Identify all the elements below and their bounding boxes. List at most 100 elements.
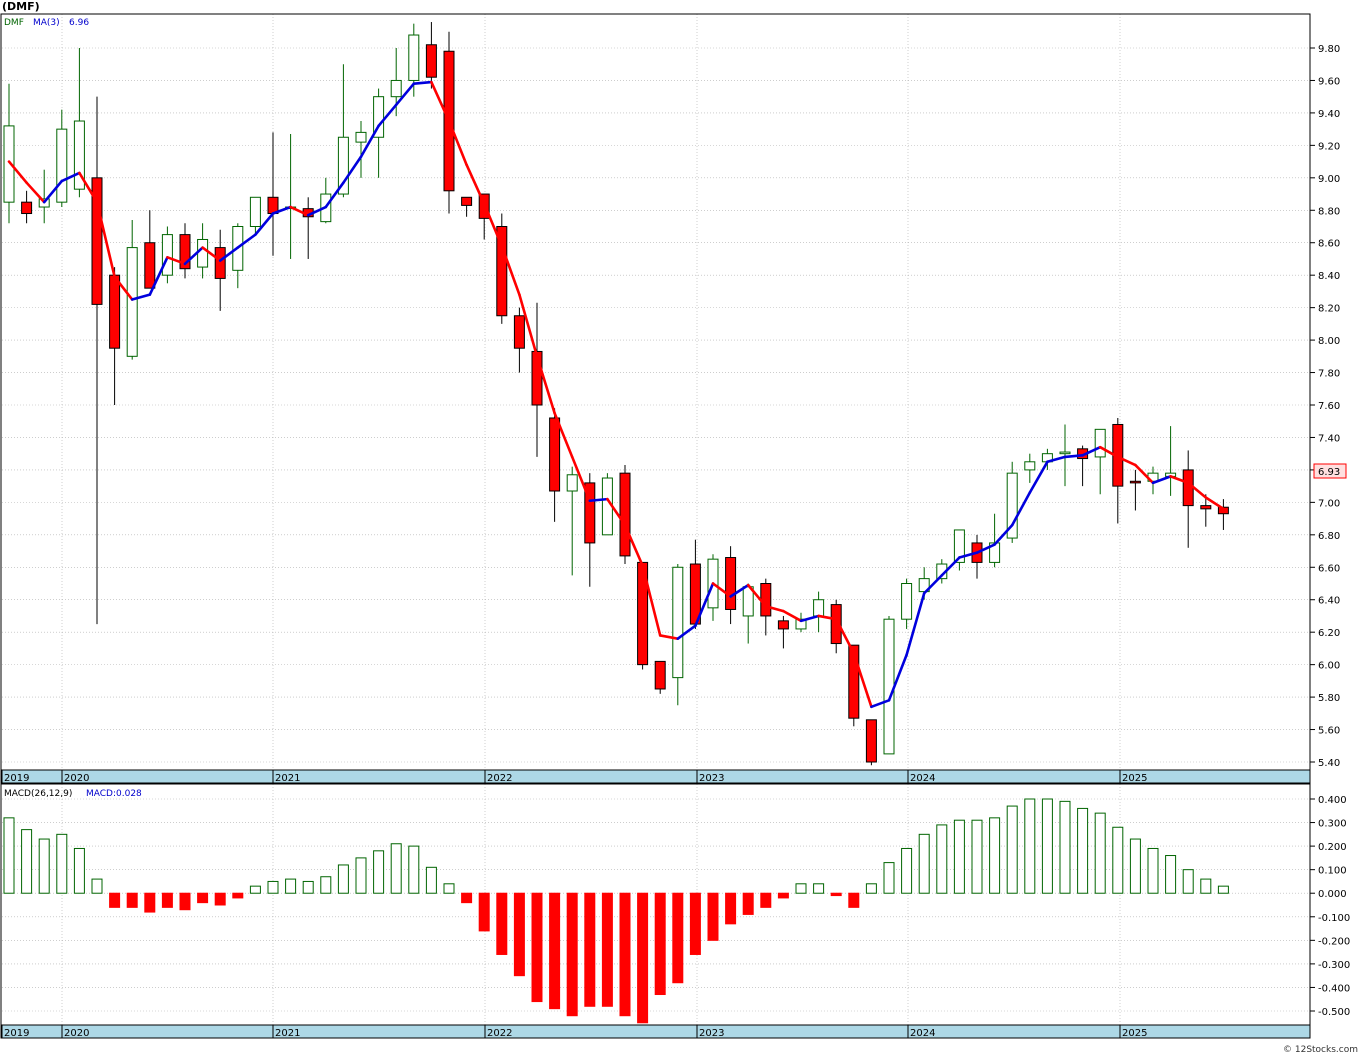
ma-segment [130, 293, 152, 301]
ma-segment [1204, 496, 1225, 511]
legend-ma-value: 6.96 [69, 18, 89, 28]
candle-body-down [425, 44, 437, 78]
price-gridlines [2, 14, 1310, 770]
price-tick-label: 6.00 [1318, 661, 1340, 672]
candle [179, 223, 191, 279]
ma-segment [817, 614, 838, 621]
macd-x-label: 2024 [910, 1028, 935, 1039]
ma-segment [746, 583, 768, 608]
price-x-label: 2019 [4, 773, 29, 784]
macd-bar-negative [496, 892, 508, 955]
candle-body-up [3, 125, 15, 203]
price-tick-label: 9.60 [1318, 76, 1340, 87]
macd-bar-negative [161, 892, 173, 908]
candle [109, 267, 121, 405]
candle-body-down [584, 482, 596, 544]
ma-segment [447, 119, 468, 167]
candle-body-down [1217, 506, 1229, 515]
ma-segment [377, 103, 398, 128]
candle [549, 408, 561, 522]
ma-segment [799, 614, 820, 623]
macd-bar-positive [390, 843, 402, 894]
candle-body-down [513, 315, 525, 349]
macd-tick-label: -0.200 [1318, 936, 1350, 947]
ma-segment [201, 246, 222, 262]
candle [232, 223, 244, 289]
candle [654, 660, 666, 694]
ma-segment [870, 699, 891, 709]
ma-segment [412, 80, 433, 85]
ma-segment [570, 455, 592, 503]
candle [830, 599, 842, 654]
candle-body-up [672, 566, 684, 679]
price-x-label: 2023 [699, 773, 724, 784]
macd-bar-negative [531, 892, 543, 1003]
macd-bar-negative [566, 892, 578, 1017]
macd-bar-positive [1041, 798, 1053, 894]
price-y-ticks: 9.80 9.60 9.40 9.20 9.00 8.80 8.60 8.40 8.20 8.00… [1310, 44, 1340, 769]
macd-bar-positive [320, 876, 332, 894]
ma-segment [166, 256, 187, 266]
macd-bar-negative [707, 892, 719, 941]
macd-bar-negative [232, 892, 244, 899]
candle-body-down [760, 583, 772, 617]
macd-bar-positive [337, 864, 349, 894]
candle-body-down [549, 417, 561, 492]
ma-segment [500, 244, 521, 296]
candle [883, 615, 895, 755]
macd-bar-positive [901, 847, 913, 894]
ma-segment [940, 556, 961, 577]
candle-body-up [883, 618, 895, 755]
candle-body-up [813, 599, 825, 617]
candle-body-up [355, 131, 367, 143]
candle-body-down [214, 247, 226, 279]
candle [971, 534, 983, 579]
candle [91, 96, 103, 625]
ma-segment [78, 171, 99, 204]
ma-segment [658, 634, 680, 640]
ma-segment [588, 497, 609, 503]
candle-body-up [1094, 428, 1106, 458]
macd-tick-label: 0.400 [1318, 795, 1347, 806]
candle [1200, 494, 1212, 527]
candle-body-down [531, 350, 543, 406]
candle-body-down [848, 644, 860, 719]
price-tick-label: 7.00 [1318, 498, 1340, 509]
candle-body-up [197, 238, 209, 268]
candle-body-down [830, 604, 842, 645]
candle [285, 134, 297, 259]
macd-bar-negative [830, 892, 842, 897]
symbol-label: (DMF) [2, 0, 40, 13]
macd-x-label: 2025 [1122, 1028, 1147, 1039]
candle [742, 583, 754, 644]
candle-body-up [56, 128, 68, 203]
copyright: © 12Stocks.com [1283, 1045, 1358, 1055]
price-x-label: 2020 [64, 773, 89, 784]
candle [3, 83, 15, 224]
candle [865, 719, 877, 766]
candle [267, 132, 279, 256]
macd-bar-negative [549, 892, 561, 1010]
ma-segment [60, 171, 81, 183]
macd-bar-negative [672, 892, 684, 984]
candle-body-up [126, 247, 138, 357]
ma-segment [606, 497, 627, 527]
macd-bar-positive [91, 878, 103, 894]
ma-segment [1010, 491, 1032, 527]
candle [56, 109, 68, 208]
candle [1094, 428, 1106, 495]
candle-body-down [179, 234, 191, 270]
macd-bar-positive [408, 845, 420, 894]
price-x-labels: 2019 2020 2021 2022 2023 2024 2025 [1, 770, 1147, 784]
candle [848, 644, 860, 727]
ma-segment [306, 205, 328, 217]
candle-body-down [1182, 469, 1194, 507]
candle [373, 88, 385, 178]
macd-x-label: 2021 [275, 1028, 300, 1039]
candle-body-up [1006, 472, 1018, 539]
candle [1006, 461, 1018, 543]
ma-segment [254, 212, 275, 236]
ma-segment [887, 653, 908, 702]
macd-x-label: 2020 [64, 1028, 89, 1039]
candle-body-down [1200, 505, 1212, 510]
